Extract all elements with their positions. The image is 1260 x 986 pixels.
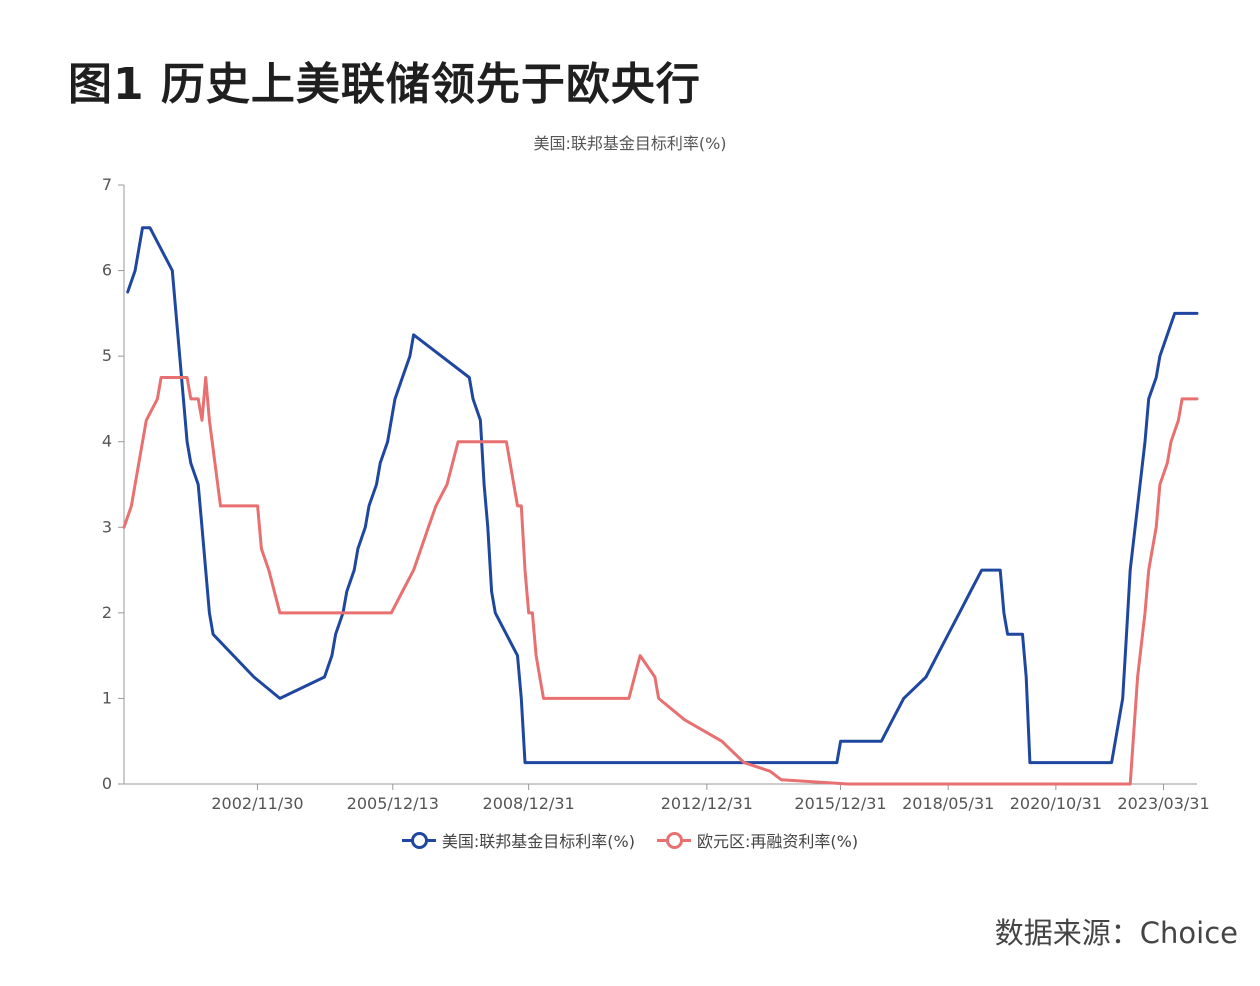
y-tick-label: 4 [102,432,112,451]
series-line-euro-refi [122,376,1199,786]
x-tick-label: 2018/05/31 [902,794,994,813]
y-tick-label: 0 [102,774,112,793]
y-tick-label: 6 [102,261,112,280]
axes: 0 1 2 3 4 5 6 7 2002/11/30 2005/12/13 2008/12/31 20… [102,175,1210,813]
legend-label-eu: 欧元区:再融资利率(%) [697,832,859,851]
series-layer [122,226,1199,786]
y-tick-label: 7 [102,175,112,194]
x-tick-label: 2020/10/31 [1010,794,1102,813]
figure-title: 图1 历史上美联储领先于欧央行 [68,59,701,110]
y-tick-label: 2 [102,603,112,622]
series-line-us-fed-funds [126,226,1199,765]
legend: 美国:联邦基金目标利率(%) 欧元区:再融资利率(%) [0,828,1260,852]
chart-title: 美国:联邦基金目标利率(%) [533,134,727,153]
x-tick-label: 2002/11/30 [211,794,303,813]
source-note: 数据来源：Choice [994,916,1238,950]
y-tick-label: 3 [102,517,112,536]
legend-swatch-eu [657,831,691,849]
y-tick-label: 1 [102,688,112,707]
legend-item-us[interactable]: 美国:联邦基金目标利率(%) [401,828,635,852]
legend-item-eu[interactable]: 欧元区:再融资利率(%) [657,828,858,852]
x-tick-label: 2008/12/31 [483,794,575,813]
y-tick-label: 5 [102,346,112,365]
x-tick-label: 2005/12/13 [347,794,439,813]
legend-label-us: 美国:联邦基金目标利率(%) [441,832,635,851]
x-tick-label: 2012/12/31 [661,794,753,813]
x-tick-label: 2023/03/31 [1117,794,1209,813]
legend-swatch-us [401,831,436,849]
x-tick-label: 2015/12/31 [794,794,886,813]
